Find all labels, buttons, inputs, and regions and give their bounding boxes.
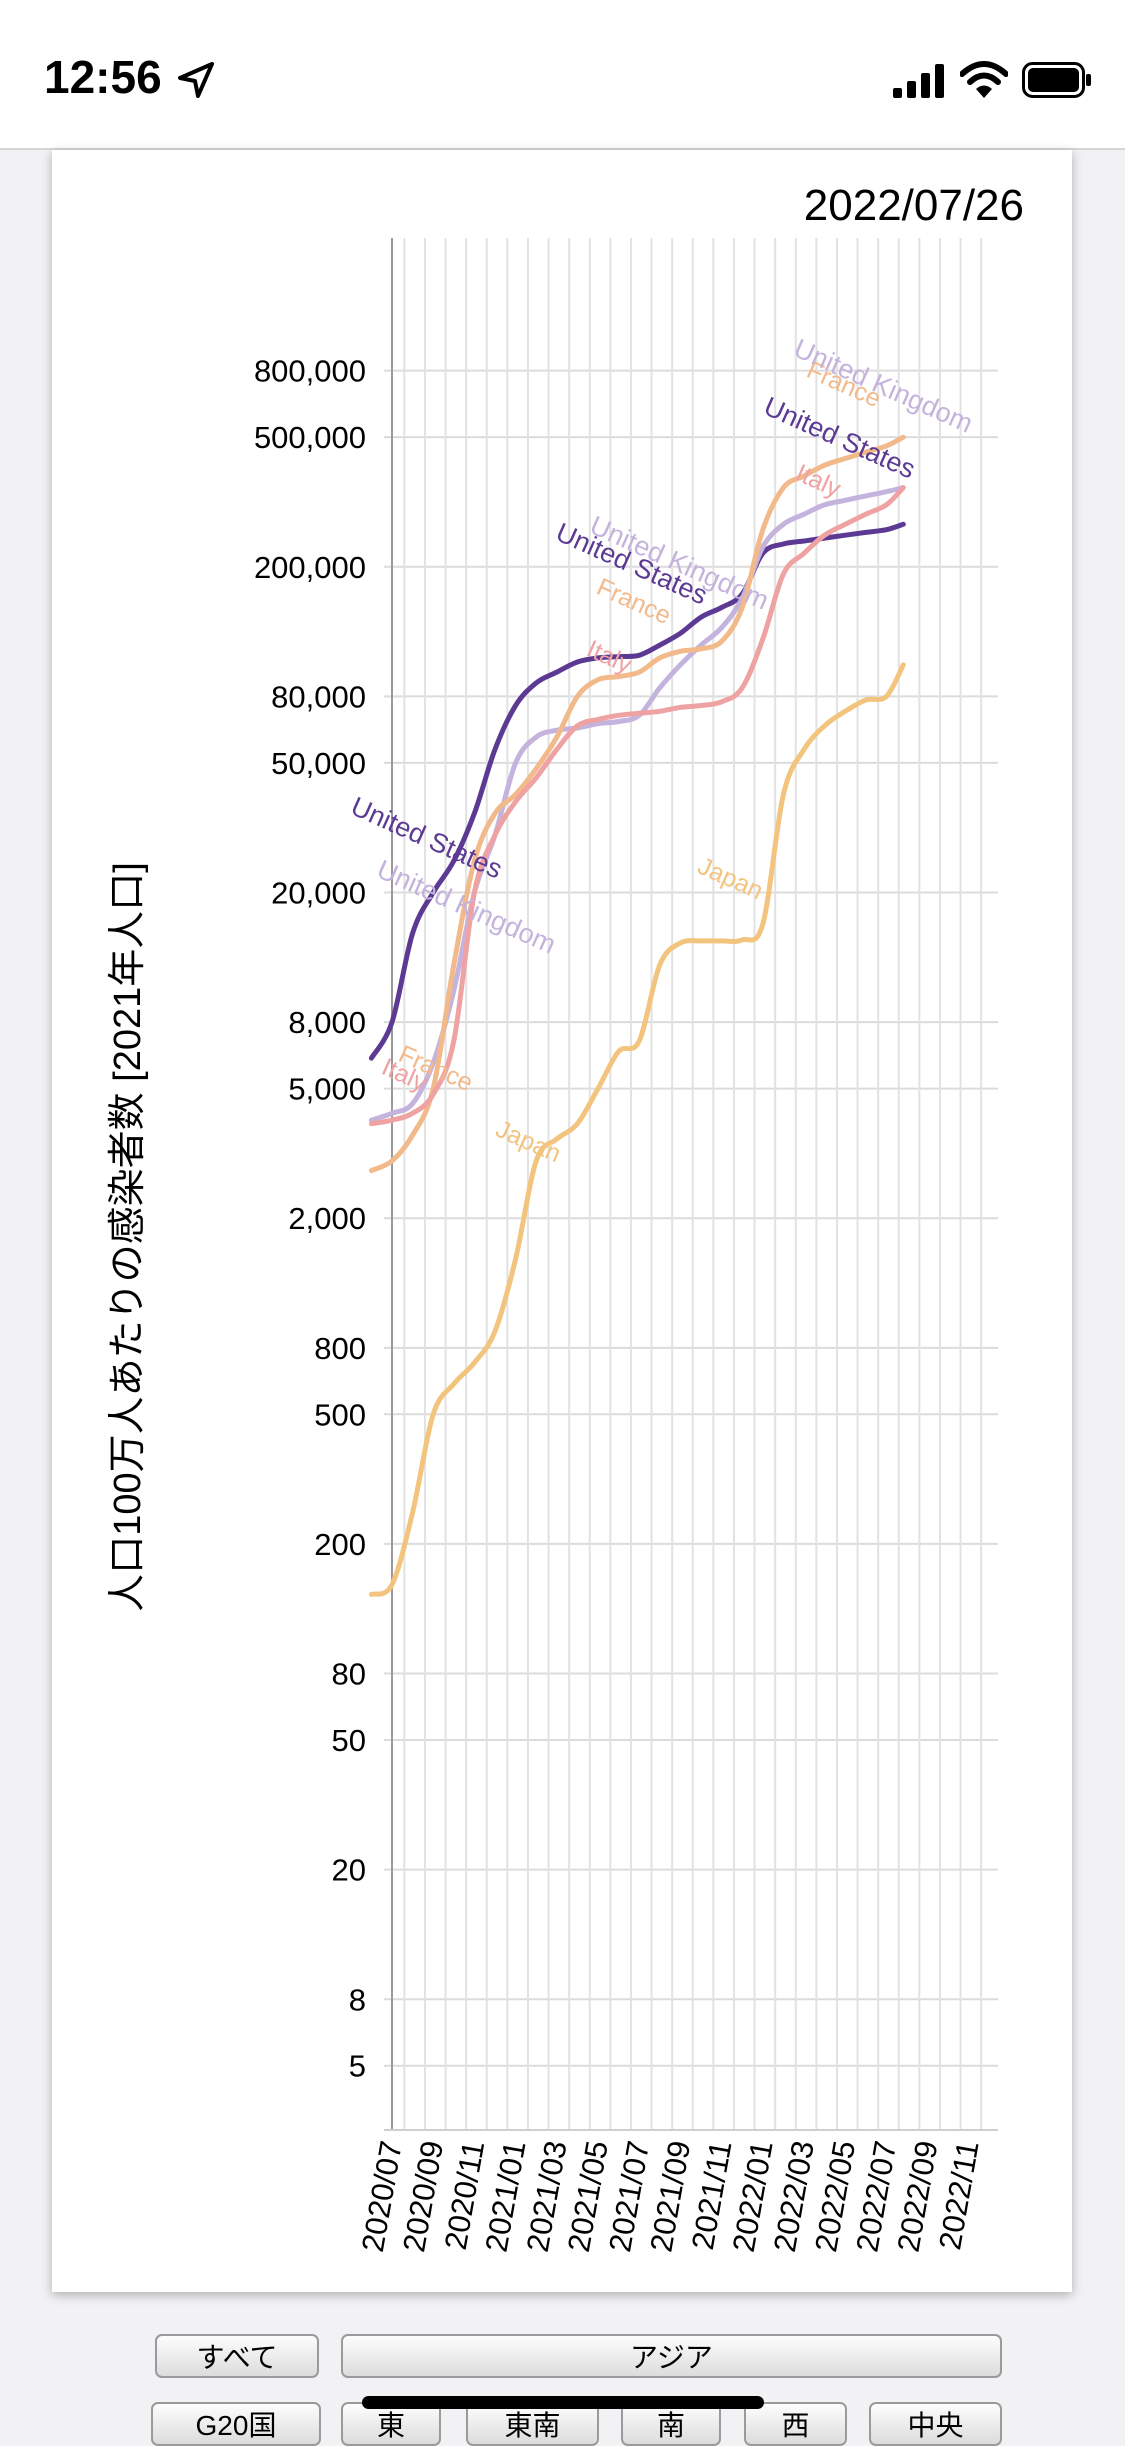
y-tick-label: 500,000 [254, 420, 366, 455]
filter-button-central[interactable]: 中央 [869, 2402, 1002, 2446]
wifi-icon [960, 61, 1008, 98]
chart-date: 2022/07/26 [804, 181, 1024, 230]
series-line-united-kingdom [368, 485, 906, 1123]
location-arrow-icon [178, 62, 214, 98]
filter-button-asia[interactable]: アジア [341, 2334, 1002, 2378]
status-bar: 12:56 [0, 0, 1125, 150]
series-line-france [368, 434, 906, 1174]
series-line-italy [368, 485, 906, 1127]
cases-per-million-chart: 800,000 500,000 200,000 80,000 50,000 20,000 8… [107, 181, 1024, 2255]
status-time: 12:56 [44, 51, 162, 103]
y-axis-label: 人口100万人あたりの感染者数 [2021年人口] [107, 862, 149, 1612]
y-tick-label: 2,000 [288, 1201, 366, 1236]
filter-button-g20[interactable]: G20国 [151, 2402, 321, 2446]
y-tick-label: 500 [314, 1397, 366, 1432]
y-tick-label: 5 [349, 2049, 366, 2084]
y-tick-label: 8 [349, 1982, 366, 2017]
y-tick-label: 800,000 [254, 354, 366, 389]
y-tick-label: 200,000 [254, 550, 366, 585]
y-tick-label: 50,000 [271, 746, 366, 781]
filter-button-all[interactable]: すべて [155, 2334, 319, 2378]
y-tick-label: 800 [314, 1331, 366, 1366]
y-tick-label: 5,000 [288, 1072, 366, 1107]
axes: 800,000 500,000 200,000 80,000 50,000 20,000 8… [254, 354, 998, 2255]
y-tick-label: 80,000 [271, 679, 366, 714]
grid [384, 238, 998, 2130]
y-tick-label: 50 [332, 1723, 366, 1758]
series-line-japan [368, 662, 906, 1597]
series-lines [368, 434, 906, 1597]
battery-icon [1022, 62, 1091, 98]
home-indicator [362, 2396, 764, 2409]
y-tick-label: 200 [314, 1527, 366, 1562]
y-tick-label: 20 [332, 1853, 366, 1888]
y-tick-label: 80 [332, 1657, 366, 1692]
chart-card: 800,000 500,000 200,000 80,000 50,000 20,000 8… [52, 150, 1072, 2292]
series-annotation-japan: Japan [694, 852, 768, 905]
y-tick-label: 8,000 [288, 1005, 366, 1040]
y-tick-label: 20,000 [271, 875, 366, 910]
cellular-signal-icon [893, 64, 944, 98]
